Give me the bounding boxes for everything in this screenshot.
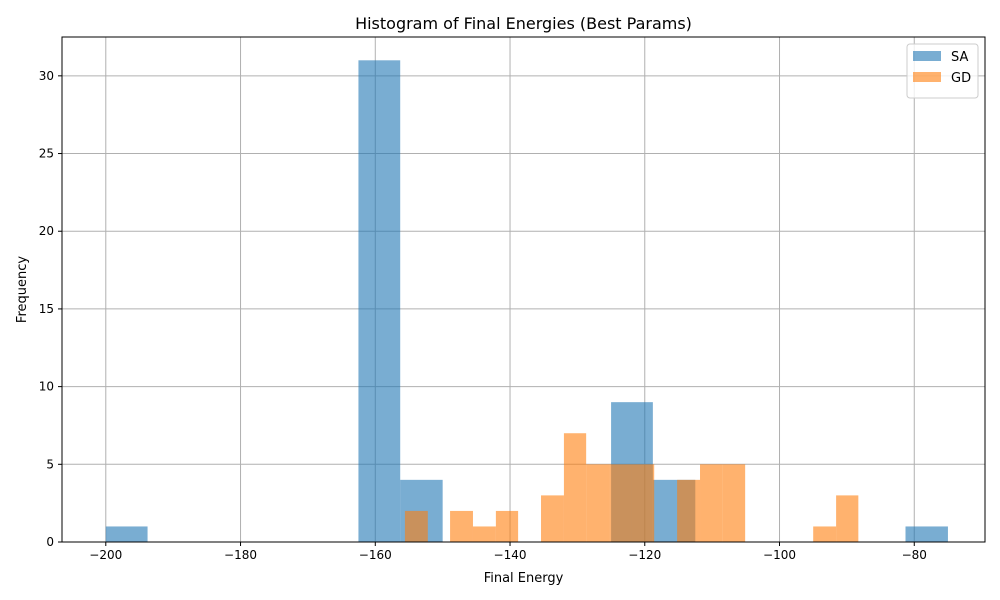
histogram-bar-sa [905, 526, 948, 542]
legend: SA GD [906, 43, 979, 99]
histogram-bar-gd [450, 510, 473, 542]
histogram-bar-gd [700, 464, 723, 542]
histogram-bar-gd [541, 495, 564, 542]
histogram-bar-gd [404, 510, 428, 542]
histogram-bar-gd [495, 510, 519, 542]
histogram-bar-sa [105, 526, 148, 542]
y-tick-label: 10 [39, 380, 54, 394]
legend-swatch-gd [913, 72, 941, 82]
y-tick-label: 5 [46, 457, 54, 471]
x-tick-label: −80 [902, 548, 927, 562]
x-tick-label: −140 [494, 548, 527, 562]
y-tick-label: 0 [46, 535, 54, 549]
histogram-bar-gd [609, 464, 632, 542]
x-axis-label: Final Energy [484, 571, 564, 586]
x-tick-label: −180 [224, 548, 257, 562]
y-tick-label: 25 [39, 147, 54, 161]
histogram-bar-gd [836, 495, 859, 542]
legend-label-gd: GD [951, 71, 971, 86]
y-tick-label: 15 [39, 302, 54, 316]
histogram-bars [105, 60, 948, 543]
legend-label-sa: SA [951, 50, 968, 65]
x-tick-label: −200 [89, 548, 122, 562]
plot-frame [61, 36, 986, 543]
histogram-bar-gd [563, 433, 587, 542]
histogram-bar-gd [677, 479, 701, 542]
y-tick-label: 20 [39, 224, 54, 238]
histogram-bar-gd [722, 464, 746, 542]
axis-ticks: −200 −180 −160 −140 −120 −100 −80 0 5 10 15 20 25 30 [39, 69, 927, 562]
histogram-bar-gd [813, 526, 837, 542]
histogram-bar-gd [631, 464, 655, 542]
y-axis-label: Frequency [15, 256, 30, 323]
histogram-bar-gd [586, 464, 610, 542]
x-tick-label: −160 [359, 548, 392, 562]
x-tick-label: −120 [628, 548, 661, 562]
y-tick-label: 30 [39, 69, 54, 83]
histogram-bar-sa [358, 60, 401, 543]
chart-title: Histogram of Final Energies (Best Params… [355, 14, 692, 33]
x-tick-label: −100 [763, 548, 796, 562]
histogram-bar-gd [472, 526, 496, 542]
legend-swatch-sa [913, 51, 941, 61]
